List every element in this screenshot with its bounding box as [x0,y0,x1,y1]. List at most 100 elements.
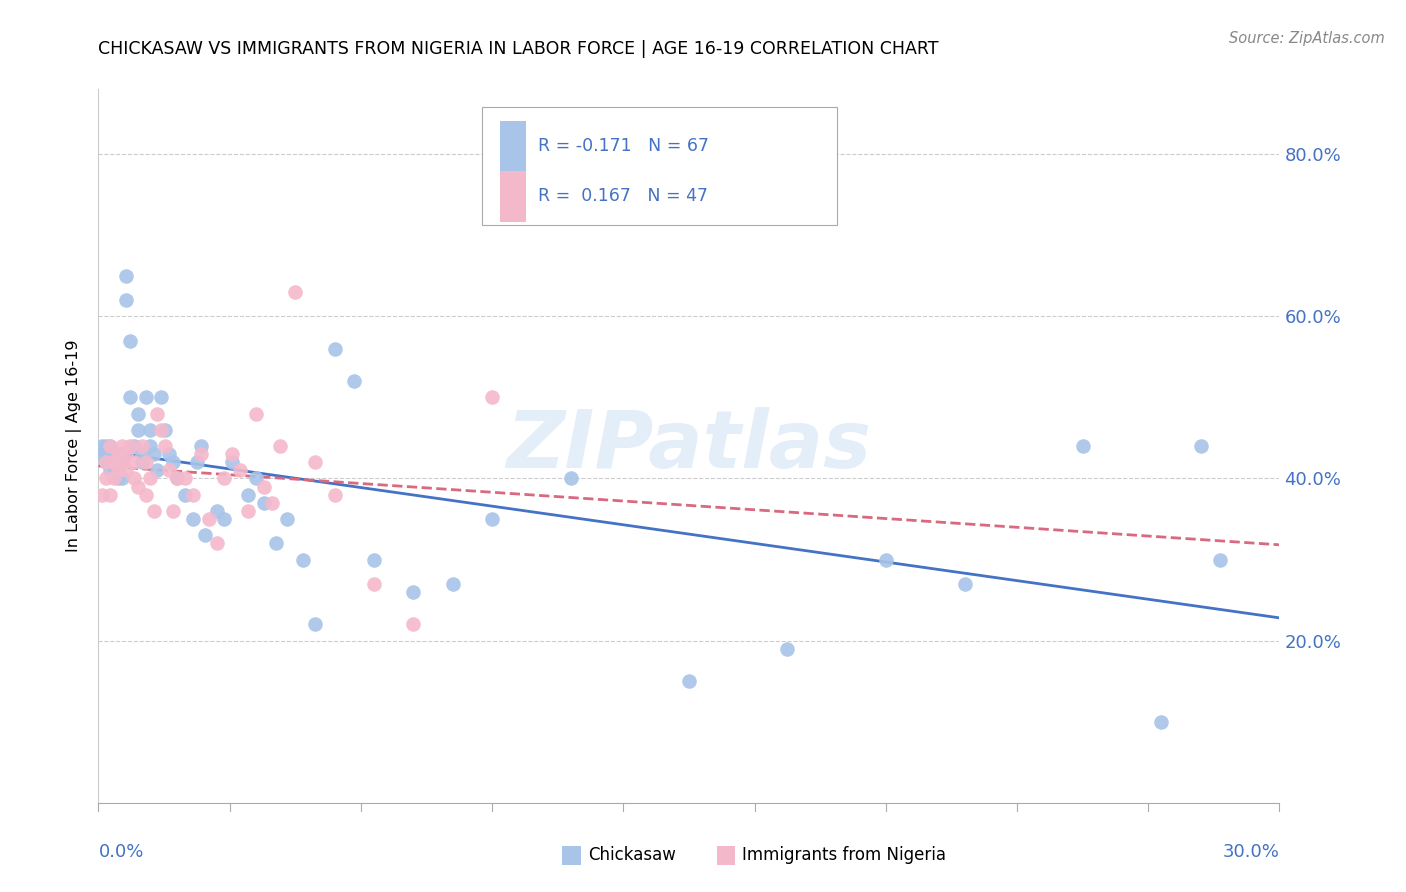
Point [96,447,118,461]
Point [162,504,184,518]
Point [221,447,243,461]
Point [190,439,212,453]
Point [323,488,346,502]
Point [138,471,160,485]
Point [96,471,118,485]
Point [98,439,121,453]
Point [157,463,180,477]
Point [103,455,125,469]
Point [402,585,425,599]
Point [107,455,129,469]
Point [127,423,149,437]
Text: ZIPatlas: ZIPatlas [506,407,872,485]
Point [260,496,283,510]
Point [292,552,315,566]
Point [107,447,129,461]
Point [174,488,197,502]
Point [111,447,134,461]
Point [186,455,208,469]
Y-axis label: In Labor Force | Age 16-19: In Labor Force | Age 16-19 [66,340,83,552]
Point [245,407,267,421]
Point [98,439,121,453]
Text: 0.0%: 0.0% [98,843,143,861]
Point [135,488,157,502]
Point [343,374,366,388]
Point [118,390,141,404]
Point [150,423,173,437]
Point [304,617,326,632]
Point [96,455,118,469]
Point [363,577,385,591]
Point [96,455,118,469]
Point [115,447,138,461]
Point [155,439,177,453]
Point [229,463,252,477]
Point [560,471,582,485]
Bar [501,170,526,222]
Point [323,342,346,356]
Point [157,447,180,461]
Point [122,471,145,485]
Point [107,471,129,485]
Point [162,455,184,469]
Point [103,447,125,461]
Point [190,447,212,461]
Point [118,439,141,453]
Point [146,407,169,421]
Point [103,455,125,469]
Text: Chickasaw: Chickasaw [588,847,676,864]
Point [98,488,121,502]
Point [127,407,149,421]
Point [1150,714,1173,729]
Point [875,552,897,566]
Point [205,504,228,518]
Point [111,455,134,469]
Point [103,463,125,477]
Point [131,439,153,453]
Point [245,471,267,485]
Point [96,439,118,453]
Point [363,552,385,566]
Text: CHICKASAW VS IMMIGRANTS FROM NIGERIA IN LABOR FORCE | AGE 16-19 CORRELATION CHAR: CHICKASAW VS IMMIGRANTS FROM NIGERIA IN … [98,40,939,58]
Point [481,512,503,526]
Point [304,455,326,469]
Point [98,447,121,461]
Point [481,390,503,404]
Point [253,496,276,510]
Point [131,455,153,469]
Point [98,463,121,477]
Text: R = -0.171   N = 67: R = -0.171 N = 67 [537,137,709,155]
Bar [501,120,526,172]
Point [111,455,134,469]
Point [1071,439,1094,453]
Point [214,471,236,485]
Point [155,423,177,437]
FancyBboxPatch shape [482,107,837,225]
Point [181,488,204,502]
Point [131,447,153,461]
Point [214,512,236,526]
Point [953,577,976,591]
Text: Immigrants from Nigeria: Immigrants from Nigeria [742,847,946,864]
Point [1189,439,1212,453]
Point [236,488,259,502]
Point [284,285,307,299]
Point [194,528,217,542]
Point [103,471,125,485]
Text: Source: ZipAtlas.com: Source: ZipAtlas.com [1229,31,1385,46]
Point [118,334,141,348]
Point [107,463,129,477]
Point [166,471,188,485]
Point [1209,552,1232,566]
Point [253,479,276,493]
Text: R =  0.167   N = 47: R = 0.167 N = 47 [537,187,707,205]
Point [138,439,160,453]
Point [221,455,243,469]
Point [91,439,114,453]
Point [142,504,165,518]
Point [111,471,134,485]
Point [441,577,464,591]
Point [205,536,228,550]
Point [122,455,145,469]
Point [138,423,160,437]
